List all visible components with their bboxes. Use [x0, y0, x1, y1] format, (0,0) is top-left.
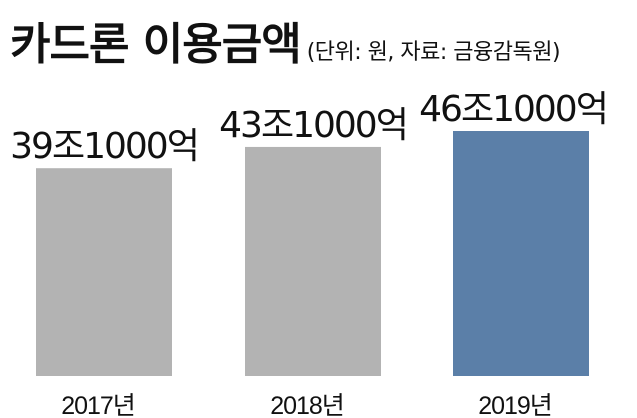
- chart-subtitle: (단위: 원, 자료: 금융감독원): [306, 40, 561, 65]
- value-label-3: 46조1000억: [419, 89, 607, 130]
- bar-3: [453, 131, 589, 376]
- chart-title: 카드론 이용금액: [10, 19, 302, 70]
- bar-1: [36, 168, 172, 376]
- bar-2: [245, 146, 381, 376]
- category-label-1: 2017년: [61, 392, 135, 418]
- value-label-1: 39조1000억: [10, 126, 198, 167]
- category-label-2: 2018년: [270, 392, 344, 418]
- title-row: 카드론 이용금액 (단위: 원, 자료: 금융감독원): [10, 8, 561, 72]
- category-label-3: 2019년: [478, 392, 552, 418]
- value-label-2: 43조1000억: [219, 105, 407, 146]
